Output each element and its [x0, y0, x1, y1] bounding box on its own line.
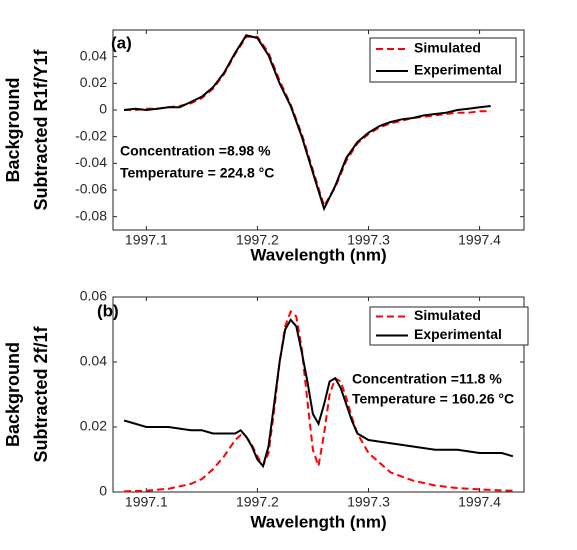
y-tick-label: 0.02	[80, 74, 107, 90]
y-axis-label: Subtracted 2f/1f	[31, 325, 51, 462]
legend-label: Simulated	[414, 307, 481, 323]
x-tick-label: 1997.2	[236, 232, 279, 248]
x-tick-label: 1997.4	[458, 494, 501, 510]
y-tick-label: -0.02	[75, 127, 107, 143]
y-axis-label: Background	[3, 77, 23, 182]
legend: Simulated Experimental	[369, 37, 517, 83]
x-tick-label: 1997.1	[125, 494, 168, 510]
y-axis-label: Subtracted R1f/Y1f	[31, 48, 51, 210]
y-axis-label: Background	[3, 342, 23, 447]
annotation: Concentration =11.8 %	[352, 371, 502, 387]
data-line	[123, 34, 491, 212]
axes-box	[112, 29, 525, 231]
annotation: Temperature = 160.26 °C	[352, 391, 514, 407]
x-tick-label: 1997.2	[236, 494, 279, 510]
y-tick-label: 0.04	[80, 47, 107, 63]
y-tick-label: -0.04	[75, 154, 107, 170]
y-tick-label: 0.04	[80, 353, 107, 369]
panel-label: (b)	[97, 301, 119, 320]
legend-label: Experimental	[414, 326, 502, 342]
x-axis-label: Wavelength (nm)	[250, 245, 386, 264]
x-tick-label: 1997.3	[347, 494, 390, 510]
x-axis-label: Wavelength (nm)	[250, 512, 386, 531]
x-tick-label: 1997.4	[458, 232, 501, 248]
y-tick-label: -0.08	[75, 207, 107, 223]
y-tick-label: -0.06	[75, 181, 107, 197]
legend-label: Experimental	[414, 62, 502, 78]
data-line	[124, 309, 513, 493]
data-line	[123, 318, 514, 469]
legend-label: Simulated	[414, 40, 481, 56]
x-tick-label: 1997.3	[347, 232, 390, 248]
legend: Simulated Experimental	[369, 306, 529, 346]
axes-box	[112, 296, 525, 493]
y-tick-label: 0	[99, 483, 107, 499]
annotation: Temperature = 224.8 °C	[120, 165, 274, 181]
panel-label: (a)	[111, 33, 132, 52]
annotation: Concentration =8.98 %	[120, 143, 271, 159]
y-tick-label: 0.06	[80, 288, 107, 304]
legend-box	[369, 37, 517, 83]
x-tick-label: 1997.1	[125, 232, 168, 248]
legend-box	[369, 306, 529, 346]
y-tick-label: 0.02	[80, 418, 107, 434]
y-tick-label: 0	[99, 101, 107, 117]
